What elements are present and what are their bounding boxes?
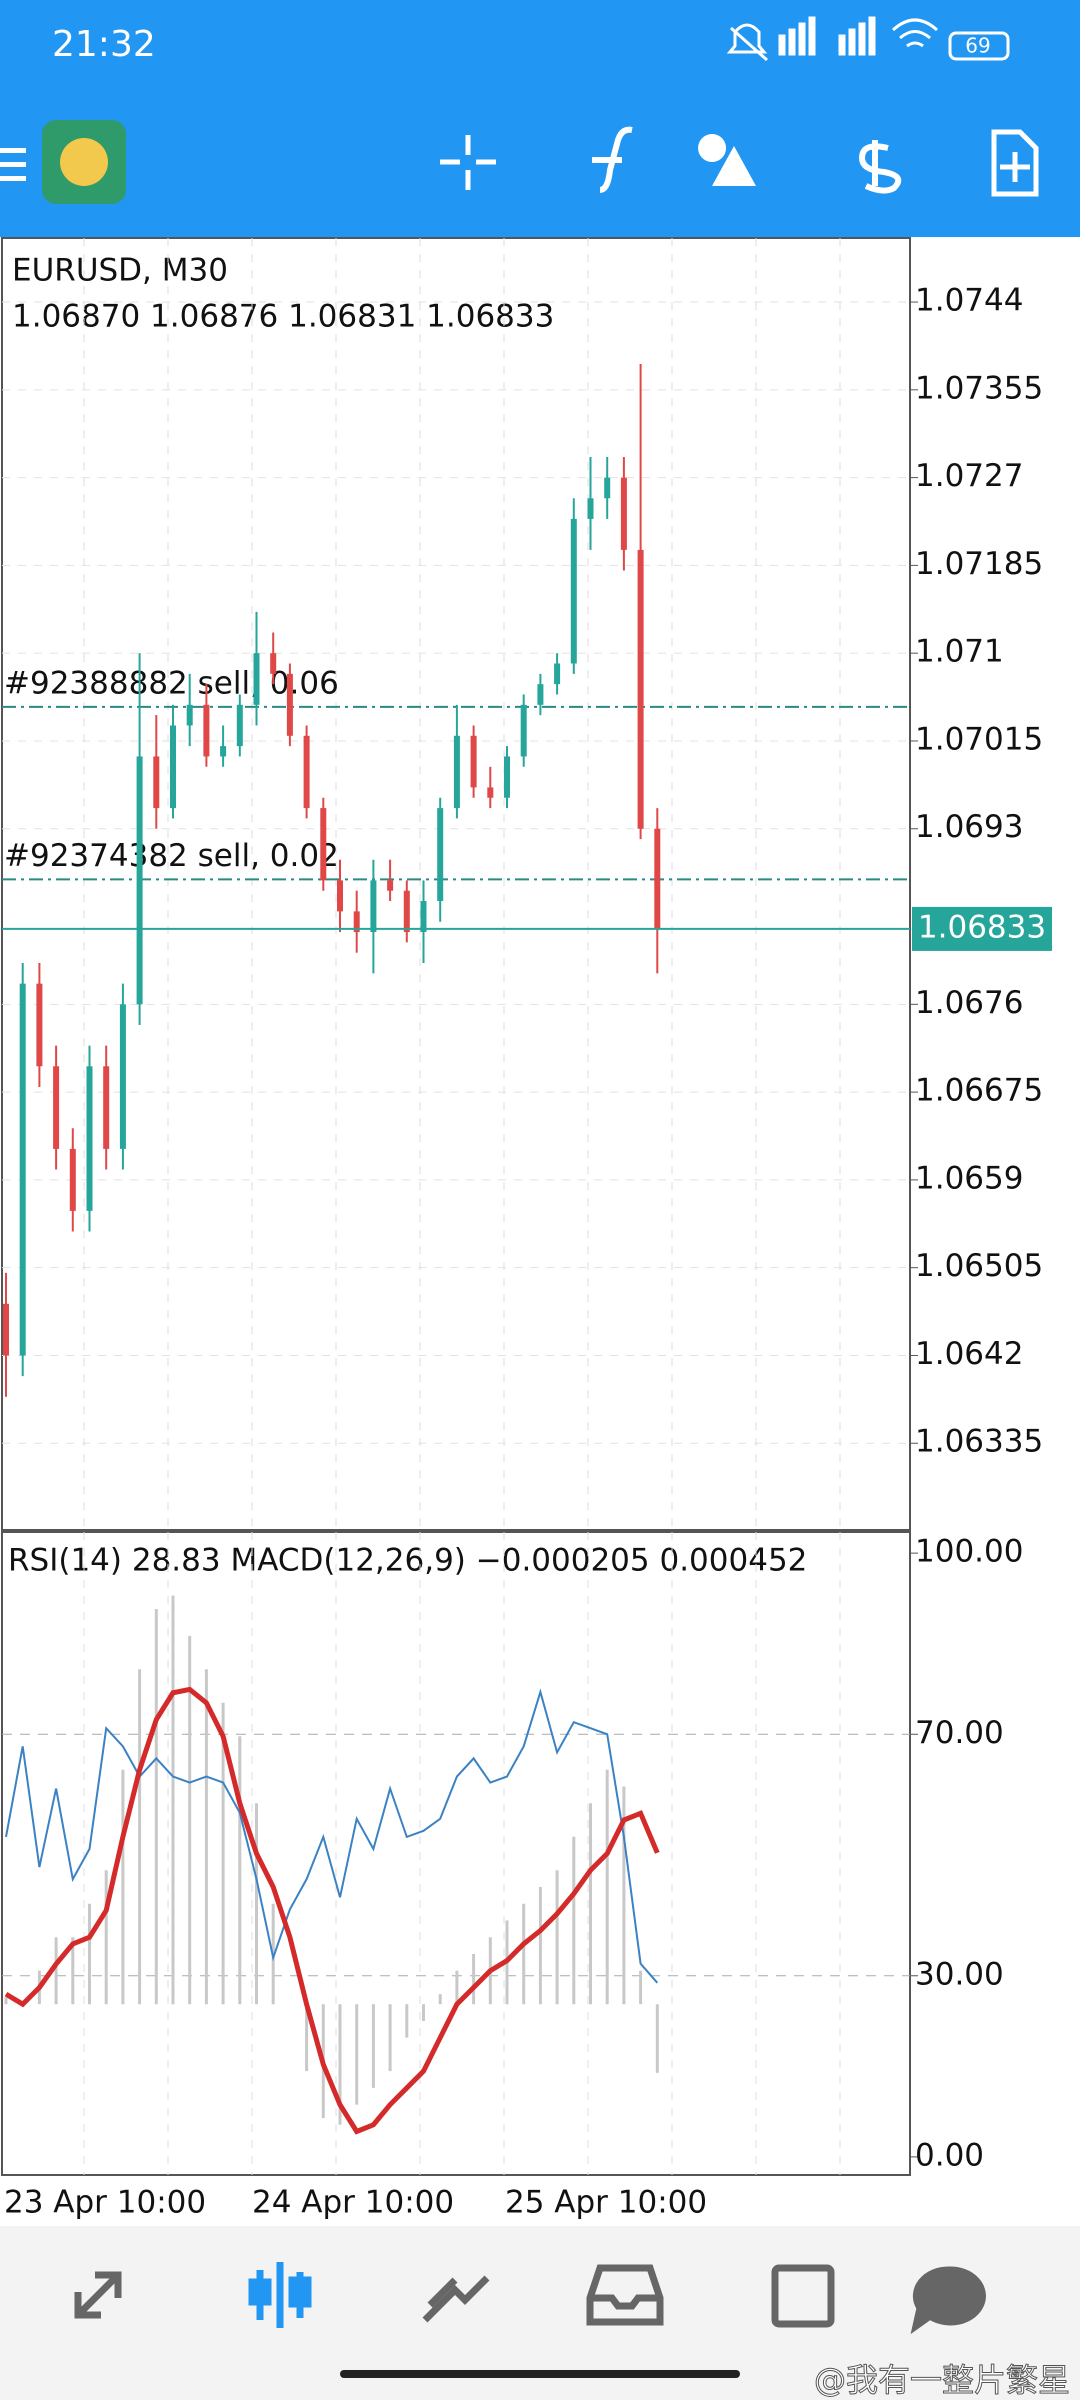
main-chart-frame bbox=[1, 237, 911, 1531]
home-indicator bbox=[340, 2370, 740, 2378]
news-tab[interactable] bbox=[771, 2264, 835, 2328]
x-tick-label: 25 Apr 10:00 bbox=[505, 2185, 707, 2221]
candle-body bbox=[570, 518, 577, 664]
ohlc-text: 1.06870 1.06876 1.06831 1.06833 bbox=[12, 299, 554, 335]
candle-body bbox=[604, 477, 611, 499]
candle-body bbox=[453, 735, 460, 809]
indicators-button[interactable] bbox=[592, 126, 633, 193]
candle-body bbox=[3, 1303, 9, 1356]
header-bar bbox=[0, 0, 1080, 237]
battery-level: 69 bbox=[965, 34, 990, 58]
status-icons bbox=[726, 16, 1010, 62]
candle-body bbox=[286, 673, 293, 736]
y-tick-label: 0.00 bbox=[915, 2137, 984, 2173]
y-tick-label: 1.06505 bbox=[915, 1248, 1043, 1284]
candle-body bbox=[69, 1148, 76, 1211]
quotes-tab[interactable] bbox=[74, 2271, 122, 2319]
candle-body bbox=[186, 704, 193, 726]
candle-body bbox=[637, 549, 644, 829]
candle-body bbox=[620, 477, 627, 550]
watermark: @我有一整片繁星 bbox=[814, 2361, 1070, 2399]
bottom-nav-icons bbox=[74, 2262, 986, 2335]
y-tick-label: 1.0727 bbox=[915, 458, 1023, 494]
candle-body bbox=[504, 756, 510, 798]
toolbar bbox=[0, 120, 1039, 204]
candle-body bbox=[320, 808, 327, 881]
y-tick-label: 1.07015 bbox=[915, 721, 1043, 757]
indicator-header: RSI(14) 28.83 MACD(12,26,9) −0.000205 0.… bbox=[8, 1543, 807, 1579]
candle-body bbox=[370, 880, 377, 933]
menu-button[interactable] bbox=[0, 148, 26, 153]
candle-body bbox=[554, 663, 561, 685]
candle-body bbox=[203, 704, 210, 757]
candle-body bbox=[253, 653, 260, 705]
y-tick-label: 30.00 bbox=[915, 1956, 1004, 1992]
x-tick-label: 23 Apr 10:00 bbox=[4, 2185, 206, 2221]
candle-body bbox=[437, 808, 444, 902]
y-tick-label: 70.00 bbox=[915, 1715, 1004, 1751]
candle-body bbox=[520, 704, 527, 757]
candle-body bbox=[387, 880, 394, 891]
y-tick-label: 1.06675 bbox=[915, 1073, 1043, 1109]
new-order-button[interactable] bbox=[991, 129, 1039, 197]
y-tick-label: 1.071 bbox=[915, 634, 1004, 670]
history-tab[interactable] bbox=[586, 2264, 664, 2326]
order-label: #92374382 sell, 0.02 bbox=[4, 838, 339, 874]
candle-body bbox=[487, 787, 494, 798]
candle-body bbox=[220, 746, 227, 757]
trade-tab[interactable] bbox=[422, 2275, 490, 2323]
candle-body bbox=[470, 735, 477, 788]
indicator-frame bbox=[1, 1531, 911, 2176]
chat-tab[interactable] bbox=[910, 2266, 986, 2335]
y-tick-label: 1.06335 bbox=[915, 1424, 1043, 1460]
macd-signal-line bbox=[4, 1686, 660, 2135]
current-price-label: 1.06833 bbox=[918, 909, 1046, 945]
y-tick-label: 1.0642 bbox=[915, 1336, 1023, 1372]
candle-body bbox=[136, 756, 143, 1005]
candle-body bbox=[270, 653, 277, 674]
candle-body bbox=[587, 498, 594, 519]
candle-body bbox=[36, 983, 43, 1067]
candle-body bbox=[353, 911, 360, 933]
y-tick-label: 1.0676 bbox=[915, 985, 1023, 1021]
crosshair-button[interactable] bbox=[440, 135, 496, 190]
candle-body bbox=[170, 725, 176, 809]
chart-tab[interactable] bbox=[248, 2262, 312, 2328]
symbol: EURUSD, M30 bbox=[12, 253, 228, 289]
x-tick-label: 24 Apr 10:00 bbox=[252, 2185, 454, 2221]
y-tick-label: 1.0659 bbox=[915, 1160, 1023, 1196]
candle-body bbox=[236, 704, 243, 747]
y-tick-label: 1.07185 bbox=[915, 546, 1043, 582]
candle-body bbox=[86, 1066, 93, 1211]
objects-button[interactable] bbox=[698, 134, 756, 186]
rsi-line bbox=[5, 1688, 659, 1984]
y-tick-label: 1.07355 bbox=[915, 370, 1043, 406]
order-label: #92388882 sell, 0.06 bbox=[4, 665, 339, 701]
y-tick-label: 1.0693 bbox=[915, 809, 1023, 845]
candle-body bbox=[103, 1066, 110, 1149]
candle-body bbox=[19, 983, 26, 1356]
y-tick-label: 100.00 bbox=[915, 1534, 1023, 1570]
candle-body bbox=[119, 1004, 126, 1149]
candle-body bbox=[654, 828, 661, 929]
y-tick-label: 1.0744 bbox=[915, 283, 1023, 319]
candle-body bbox=[537, 684, 544, 705]
trade-button[interactable] bbox=[858, 140, 902, 194]
candle-body bbox=[420, 901, 427, 933]
candle-body bbox=[53, 1066, 60, 1149]
current-price-box bbox=[912, 906, 1052, 951]
candle-body bbox=[403, 890, 410, 933]
candle-body bbox=[153, 756, 160, 809]
candle-body bbox=[303, 735, 310, 809]
status-time: 21:32 bbox=[52, 24, 156, 65]
candle-body bbox=[337, 880, 343, 912]
